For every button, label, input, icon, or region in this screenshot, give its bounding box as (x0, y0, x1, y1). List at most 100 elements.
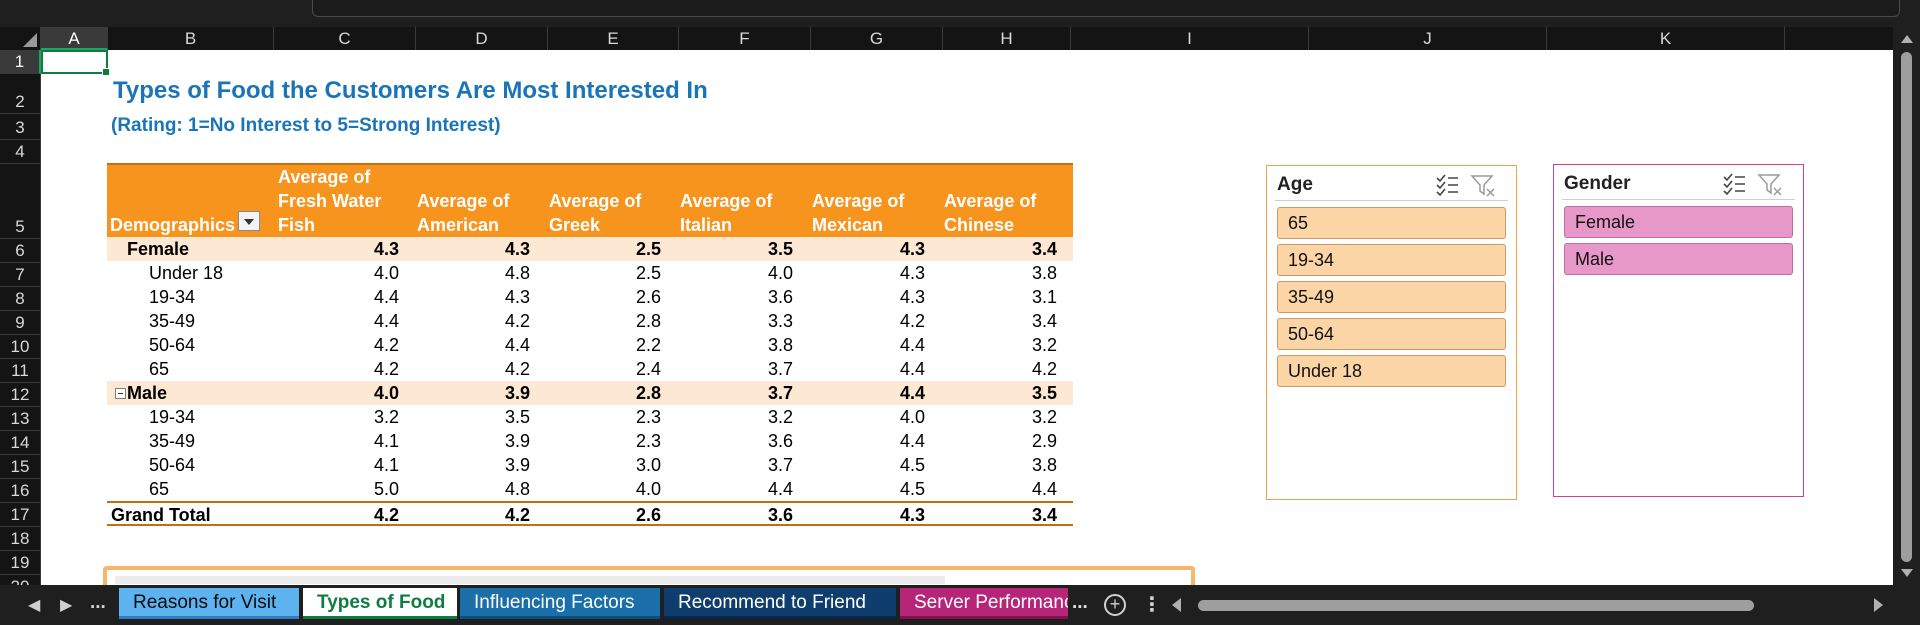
scroll-down-icon[interactable] (1901, 569, 1913, 577)
pivot-value-cell: 3.6 (767, 287, 793, 307)
pivot-row-label: 65 (149, 479, 170, 499)
row-header[interactable]: 19 (0, 551, 41, 575)
column-header-h[interactable]: H (943, 27, 1071, 50)
formula-bar[interactable] (312, 0, 1900, 17)
worksheet-grid[interactable]: Types of Food the Customers Are Most Int… (41, 50, 1893, 585)
row-header[interactable]: 4 (0, 140, 41, 164)
row-header[interactable]: 9 (0, 311, 41, 335)
column-header-e[interactable]: E (548, 27, 679, 50)
age-slicer-item-19-34[interactable]: 19-34 (1277, 244, 1506, 276)
row-header[interactable]: 3 (0, 114, 41, 140)
gender-slicer-item-male[interactable]: Male (1564, 243, 1793, 275)
column-header-c[interactable]: C (274, 27, 416, 50)
prev-sheet-icon[interactable]: ◀ (28, 597, 41, 614)
gender-slicer-item-female[interactable]: Female (1564, 206, 1793, 238)
multi-select-icon[interactable] (1721, 171, 1747, 197)
pivot-item-row[interactable]: Under 18 4.0 4.8 2.5 4.0 4.3 3.8 (107, 261, 1073, 285)
filter-dropdown-icon[interactable] (238, 211, 261, 231)
row-header[interactable]: 2 (0, 74, 41, 114)
more-options-icon[interactable]: ⋮ (1142, 594, 1162, 616)
pivot-value-cell: 3.4 (1031, 505, 1057, 525)
collapse-icon[interactable] (115, 388, 126, 399)
pivot-item-row[interactable]: 35-49 4.4 4.2 2.8 3.3 4.2 3.4 (107, 309, 1073, 333)
scroll-right-icon[interactable] (1874, 598, 1883, 612)
selected-cell[interactable] (41, 50, 110, 76)
age-slicer-item-under-18[interactable]: Under 18 (1277, 355, 1506, 387)
row-header[interactable]: 15 (0, 455, 41, 479)
column-header-g[interactable]: G (811, 27, 943, 50)
pivot-table[interactable]: Demographics Average of Fresh Water Fish… (107, 163, 1073, 526)
pivot-value-cell: 4.2 (373, 359, 399, 379)
pivot-item-row[interactable]: 65 5.0 4.8 4.0 4.4 4.5 4.4 (107, 477, 1073, 501)
column-header-a[interactable]: A (41, 27, 108, 50)
pivot-value-cell: 5.0 (373, 479, 399, 499)
slicer-divider (1275, 200, 1508, 201)
vertical-scroll-thumb[interactable] (1901, 52, 1912, 562)
tab-reasons-for-visit[interactable]: Reasons for Visit (119, 588, 299, 619)
age-slicer-item-65[interactable]: 65 (1277, 207, 1506, 239)
row-header[interactable]: 17 (0, 503, 41, 527)
row-header[interactable]: 20 (0, 575, 41, 585)
clear-filter-icon[interactable] (1757, 171, 1783, 197)
row-header[interactable]: 1 (0, 50, 41, 74)
tab-recommend-to-friend[interactable]: Recommend to Friend (664, 588, 896, 619)
pivot-value-cell: 2.8 (635, 311, 661, 331)
pivot-item-row[interactable]: 50-64 4.1 3.9 3.0 3.7 4.5 3.8 (107, 453, 1073, 477)
pivot-value-cell: 4.2 (504, 311, 530, 331)
chart-frame[interactable] (103, 566, 1195, 585)
pivot-value-cell: 2.8 (635, 383, 661, 403)
column-header-b[interactable]: B (108, 27, 274, 50)
pivot-item-row[interactable]: 65 4.2 4.2 2.4 3.7 4.4 4.2 (107, 357, 1073, 381)
next-sheet-icon[interactable]: ▶ (60, 597, 73, 614)
pivot-value-cell: 3.7 (767, 383, 793, 403)
column-header-j[interactable]: J (1309, 27, 1547, 50)
grand-total-row[interactable]: Grand Total 4.2 4.2 2.6 3.6 4.3 3.4 (107, 501, 1073, 526)
tab-overflow-right[interactable]: ... (1072, 592, 1088, 613)
age-slicer-item-50-64[interactable]: 50-64 (1277, 318, 1506, 350)
row-header[interactable]: 14 (0, 431, 41, 455)
multi-select-icon[interactable] (1434, 172, 1460, 198)
pivot-group-row[interactable]: Male 4.0 3.9 2.8 3.7 4.4 3.5 (107, 381, 1073, 405)
row-header[interactable]: 13 (0, 407, 41, 431)
horizontal-scroll-thumb[interactable] (1198, 600, 1754, 611)
row-header[interactable]: 16 (0, 479, 41, 503)
column-header-k[interactable]: K (1547, 27, 1785, 50)
select-all-button[interactable] (0, 27, 41, 50)
row-header[interactable]: 18 (0, 527, 41, 551)
pivot-value-cell: 4.2 (504, 359, 530, 379)
pivot-value-cell: 4.2 (1031, 359, 1057, 379)
row-header[interactable]: 5 (0, 164, 41, 239)
add-sheet-icon[interactable]: + (1104, 594, 1126, 616)
row-header[interactable]: 12 (0, 383, 41, 407)
pivot-value-cell: 4.5 (899, 455, 925, 475)
pivot-item-row[interactable]: 50-64 4.2 4.4 2.2 3.8 4.4 3.2 (107, 333, 1073, 357)
pivot-item-row[interactable]: 19-34 3.2 3.5 2.3 3.2 4.0 3.2 (107, 405, 1073, 429)
pivot-item-row[interactable]: 19-34 4.4 4.3 2.6 3.6 4.3 3.1 (107, 285, 1073, 309)
row-header[interactable]: 11 (0, 359, 41, 383)
tab-influencing-factors[interactable]: Influencing Factors (460, 588, 660, 619)
row-header[interactable]: 6 (0, 239, 41, 263)
pivot-value-cell: 2.2 (635, 335, 661, 355)
tab-types-of-food[interactable]: Types of Food (303, 588, 457, 619)
gender-slicer[interactable]: Gender Female Male (1553, 164, 1804, 497)
column-header-i[interactable]: I (1071, 27, 1309, 50)
scroll-up-icon[interactable] (1901, 35, 1913, 43)
pivot-value-cell: 4.4 (899, 431, 925, 451)
age-slicer[interactable]: Age 65 19-34 35-49 50-64 Under 18 (1266, 165, 1517, 500)
tab-overflow-left[interactable]: ... (90, 592, 106, 613)
tab-server-performance[interactable]: Server Performance (900, 588, 1068, 619)
age-slicer-item-35-49[interactable]: 35-49 (1277, 281, 1506, 313)
column-header-d[interactable]: D (416, 27, 548, 50)
pivot-group-row[interactable]: Female 4.3 4.3 2.5 3.5 4.3 3.4 (107, 237, 1073, 261)
row-header[interactable]: 10 (0, 335, 41, 359)
row-header[interactable]: 8 (0, 287, 41, 311)
pivot-value-cell: 3.5 (1031, 383, 1057, 403)
row-header[interactable]: 7 (0, 263, 41, 287)
column-header-f[interactable]: F (679, 27, 811, 50)
pivot-item-row[interactable]: 35-49 4.1 3.9 2.3 3.6 4.4 2.9 (107, 429, 1073, 453)
scroll-left-icon[interactable] (1172, 598, 1181, 612)
pivot-header-row: Demographics Average of Fresh Water Fish… (107, 163, 1073, 237)
vertical-scrollbar[interactable] (1893, 27, 1920, 585)
clear-filter-icon[interactable] (1470, 172, 1496, 198)
pivot-row-label: Under 18 (149, 263, 224, 283)
